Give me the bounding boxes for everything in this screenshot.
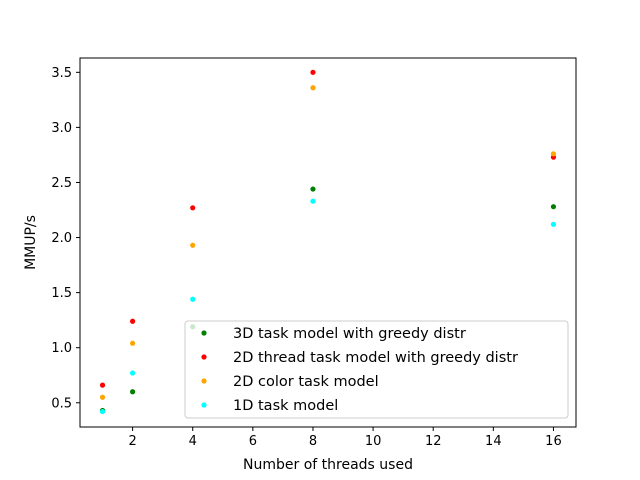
data-point <box>99 394 106 400</box>
y-tick-label: 3.0 <box>51 121 72 136</box>
data-point <box>99 408 106 415</box>
y-tick-label: 1.5 <box>51 286 72 301</box>
y-axis-ticks: 0.5 1.0 1.5 2.0 2.5 3.0 3.5 <box>51 66 80 411</box>
legend-label: 2D thread task model with greedy distr <box>233 350 518 366</box>
y-tick-label: 2.5 <box>51 176 72 191</box>
x-tick-label: 4 <box>189 434 197 449</box>
data-point <box>130 389 136 395</box>
x-axis-label: Number of threads used <box>243 457 413 473</box>
data-point <box>190 205 196 211</box>
data-point <box>190 242 196 248</box>
data-point <box>130 340 136 346</box>
x-axis-ticks: 2 4 6 8 10 12 14 16 <box>128 427 562 449</box>
series-4 <box>99 198 557 415</box>
legend-marker <box>201 354 207 360</box>
data-point <box>550 204 557 210</box>
data-point <box>130 318 136 324</box>
data-point <box>310 198 316 204</box>
y-tick-label: 1.0 <box>51 341 72 356</box>
legend-marker <box>201 330 207 336</box>
data-point <box>550 151 557 157</box>
x-tick-label: 8 <box>309 434 317 449</box>
data-point <box>130 370 136 376</box>
legend-box <box>184 320 569 419</box>
y-tick-label: 0.5 <box>51 396 72 411</box>
data-point <box>310 85 316 91</box>
x-tick-label: 14 <box>485 434 502 449</box>
y-tick-label: 3.5 <box>51 66 72 81</box>
data-point <box>310 69 316 75</box>
legend-marker <box>201 402 207 408</box>
data-point <box>190 296 196 302</box>
x-tick-label: 10 <box>365 434 382 449</box>
x-tick-label: 12 <box>425 434 442 449</box>
data-point <box>550 221 557 227</box>
y-tick-label: 2.0 <box>51 231 72 246</box>
data-point <box>310 186 316 192</box>
legend-label: 1D task model <box>233 398 338 414</box>
x-tick-label: 6 <box>249 434 257 449</box>
legend-label: 3D task model with greedy distr <box>233 326 466 342</box>
legend: 3D task model with greedy distr 2D thread… <box>184 320 569 419</box>
x-tick-label: 16 <box>545 434 562 449</box>
x-tick-label: 2 <box>128 434 136 449</box>
y-axis-label: MMUP/s <box>23 215 39 270</box>
legend-label: 2D color task model <box>233 374 379 390</box>
data-point <box>99 382 106 388</box>
series-3 <box>99 85 557 400</box>
legend-marker <box>201 378 207 384</box>
